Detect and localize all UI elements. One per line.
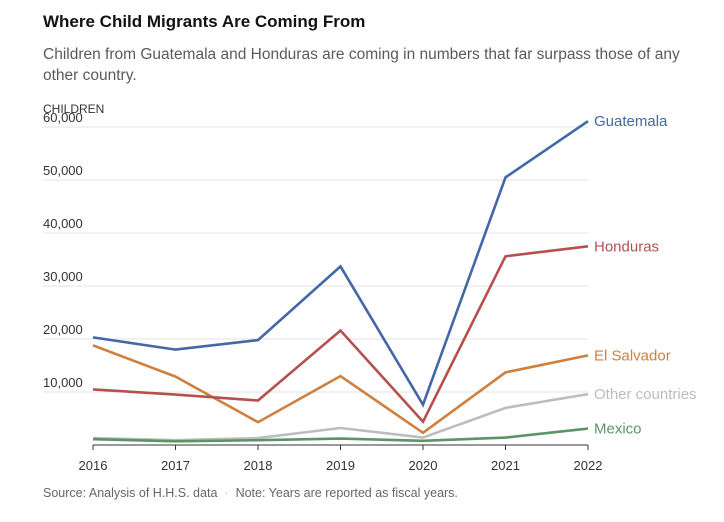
y-tick-label: 20,000: [43, 322, 83, 337]
x-tick-label: 2017: [161, 458, 190, 473]
source-note: Source: Analysis of H.H.S. data: [43, 486, 218, 500]
series-label-honduras: Honduras: [594, 238, 659, 255]
chart-title: Where Child Migrants Are Coming From: [43, 12, 366, 31]
y-tick-label: 30,000: [43, 269, 83, 284]
y-axis: CHILDREN 10,000 20,000 30,000 40,000 50,000 6…: [43, 102, 104, 390]
series-line-mexico: [92, 427, 589, 443]
series-line-el-salvador: [92, 344, 589, 435]
series-line-guatemala: [92, 120, 589, 408]
series-label-other-countries: Other countries: [594, 386, 697, 403]
x-tick-label: 2016: [79, 458, 108, 473]
footer-separator: ·: [224, 486, 229, 500]
y-axis-label: CHILDREN: [43, 102, 104, 116]
chart-subtitle: Children from Guatemala and Honduras are…: [43, 46, 680, 84]
x-tick-label: 2019: [326, 458, 355, 473]
series-label-el-salvador: El Salvador: [594, 347, 671, 364]
x-tick-label: 2020: [409, 458, 438, 473]
y-tick-label: 50,000: [43, 163, 83, 178]
fiscal-year-note: Note: Years are reported as fiscal years…: [235, 486, 458, 500]
x-axis: 2016 2017 2018 2019 2020 2021 2022: [79, 444, 603, 473]
series-lines: [92, 120, 589, 443]
series-label-guatemala: Guatemala: [594, 113, 668, 130]
x-tick-label: 2021: [491, 458, 520, 473]
series-labels: Guatemala Honduras El Salvador Other countr…: [594, 113, 697, 437]
y-tick-label: 10,000: [43, 375, 83, 390]
y-tick-label: 60,000: [43, 110, 83, 125]
series-line-honduras: [92, 245, 589, 424]
y-tick-label: 40,000: [43, 216, 83, 231]
chart-footer: Source: Analysis of H.H.S. data · Note: Ye…: [43, 486, 458, 500]
x-tick-label: 2022: [574, 458, 603, 473]
series-label-mexico: Mexico: [594, 421, 642, 438]
x-tick-label: 2018: [244, 458, 273, 473]
series-line-other-countries: [92, 392, 589, 442]
line-chart: CHILDREN 10,000 20,000 30,000 40,000 50,000 6…: [43, 102, 697, 473]
